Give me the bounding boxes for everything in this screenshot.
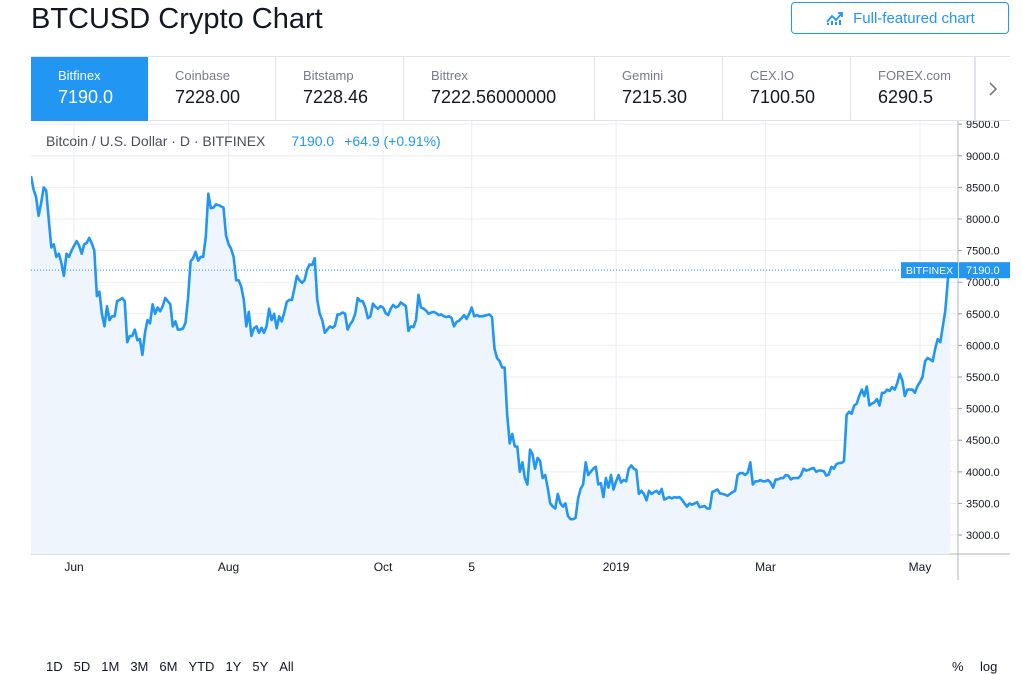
y-tick-label: 3500.0: [966, 498, 1000, 510]
x-tick-label: May: [909, 560, 932, 574]
range-5y-button[interactable]: 5Y: [252, 659, 269, 674]
range-1d-button[interactable]: 1D: [46, 659, 63, 674]
full-featured-chart-button[interactable]: Full-featured chart: [791, 2, 1009, 34]
tab-bitstamp[interactable]: Bitstamp 7228.46: [276, 57, 404, 121]
tab-exchange-name: Bittrex: [431, 68, 468, 83]
percent-scale-label: %: [952, 659, 964, 674]
chart-area[interactable]: Jun Aug Oct 5 2019 Mar May 9500.0 9000.0 8500.0 80…: [31, 121, 1010, 674]
last-price-source-label: BITFINEX: [906, 265, 953, 277]
tab-price: 7222.56000000: [431, 87, 557, 107]
x-tick-label: Mar: [755, 560, 776, 574]
y-tick-label: 9000.0: [966, 151, 1000, 163]
tab-cex-io[interactable]: CEX.IO 7100.50: [723, 57, 851, 121]
tab-price: 7190.0: [58, 87, 114, 107]
y-tick-label: 9500.0: [966, 121, 1000, 131]
tab-exchange-name: Bitstamp: [303, 68, 354, 83]
y-tick-label: 7500.0: [966, 246, 1000, 258]
y-tick-label: 4500.0: [966, 435, 1000, 447]
tab-exchange-name: Coinbase: [175, 68, 230, 83]
tab-exchange-name: FOREX.com: [878, 68, 951, 83]
y-tick-label: 5000.0: [966, 404, 1000, 416]
y-tick-label: 8000.0: [966, 214, 1000, 226]
x-tick-label: 5: [468, 560, 475, 574]
full-featured-chart-label: Full-featured chart: [853, 9, 975, 27]
tab-exchange-name: Bitfinex: [58, 68, 101, 83]
tabs-next-button[interactable]: [975, 57, 1010, 121]
percent-scale-toggle[interactable]: %: [952, 659, 964, 674]
last-price-value-label: 7190.0: [966, 265, 1000, 277]
chart-trend-icon: [826, 12, 844, 25]
tab-price: 6290.5: [878, 87, 934, 107]
tab-gemini[interactable]: Gemini 7215.30: [595, 57, 723, 121]
tab-exchange-name: Gemini: [622, 68, 664, 83]
legend-change: +64.9 (+0.91%): [344, 133, 441, 149]
tab-bitfinex[interactable]: Bitfinex 7190.0: [31, 57, 148, 121]
chart-widget: Bitfinex 7190.0 Coinbase 7228.00 Bitstam…: [31, 56, 1010, 674]
tab-price: 7100.50: [750, 87, 816, 107]
tab-exchange-name: CEX.IO: [750, 68, 795, 83]
range-5d-button[interactable]: 5D: [73, 659, 91, 674]
x-tick-label: Aug: [218, 560, 239, 574]
legend-last-value: 7190.0: [291, 133, 335, 149]
y-tick-label: 7000.0: [966, 277, 1000, 289]
tab-coinbase[interactable]: Coinbase 7228.00: [148, 57, 276, 121]
page-title: BTCUSD Crypto Chart: [31, 3, 323, 35]
range-ytd-button[interactable]: YTD: [188, 659, 215, 674]
range-1y-button[interactable]: 1Y: [225, 659, 242, 674]
price-chart[interactable]: Jun Aug Oct 5 2019 Mar May 9500.0 9000.0 8500.0 80…: [31, 121, 1010, 619]
y-tick-label: 5500.0: [966, 372, 1000, 384]
price-line: [31, 175, 952, 521]
log-scale-label: log: [980, 659, 998, 674]
tab-price: 7228.46: [303, 87, 369, 107]
y-tick-label: 3000.0: [966, 530, 1000, 542]
y-tick-label: 8500.0: [966, 182, 1000, 194]
y-tick-label: 6000.0: [966, 340, 1000, 352]
range-1m-button[interactable]: 1M: [101, 659, 120, 674]
x-tick-label: Jun: [64, 560, 83, 574]
y-tick-label: 4000.0: [966, 467, 1000, 479]
y-tick-label: 6500.0: [966, 309, 1000, 321]
last-price-source-tag: [901, 262, 958, 279]
range-6m-button[interactable]: 6M: [159, 659, 178, 674]
range-3m-button[interactable]: 3M: [130, 659, 149, 674]
tab-bittrex[interactable]: Bittrex 7222.56000000: [404, 57, 595, 121]
range-all-button[interactable]: All: [279, 659, 294, 674]
range-buttons: 1D 5D 1M 3M 6M YTD 1Y 5Y All: [46, 659, 305, 674]
last-price-value-tag: [959, 262, 1010, 279]
log-scale-toggle[interactable]: log: [980, 659, 997, 674]
x-tick-label: Oct: [374, 560, 393, 574]
legend-symbol: Bitcoin / U.S. Dollar · D · BITFINEX: [46, 133, 266, 149]
x-tick-label: 2019: [603, 560, 630, 574]
exchange-tabs: Bitfinex 7190.0 Coinbase 7228.00 Bitstam…: [31, 57, 1010, 121]
price-area-fill: [31, 176, 951, 554]
tab-price: 7228.00: [175, 87, 241, 107]
tab-price: 7215.30: [622, 87, 688, 107]
chart-legend: Bitcoin / U.S. Dollar · D · BITFINEX 719…: [46, 133, 441, 149]
tab-forex-com[interactable]: FOREX.com 6290.5: [851, 57, 975, 121]
chevron-right-icon: [989, 81, 998, 96]
